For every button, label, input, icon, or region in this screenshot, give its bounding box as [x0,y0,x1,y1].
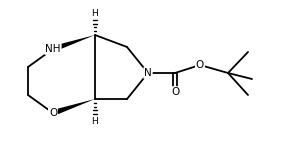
Text: H: H [92,116,98,125]
Polygon shape [52,99,95,116]
Text: O: O [49,108,57,118]
Text: H: H [92,8,98,17]
Polygon shape [52,35,95,52]
Text: O: O [196,60,204,70]
Text: O: O [171,87,179,97]
Text: NH: NH [45,44,61,54]
Text: N: N [144,68,152,78]
